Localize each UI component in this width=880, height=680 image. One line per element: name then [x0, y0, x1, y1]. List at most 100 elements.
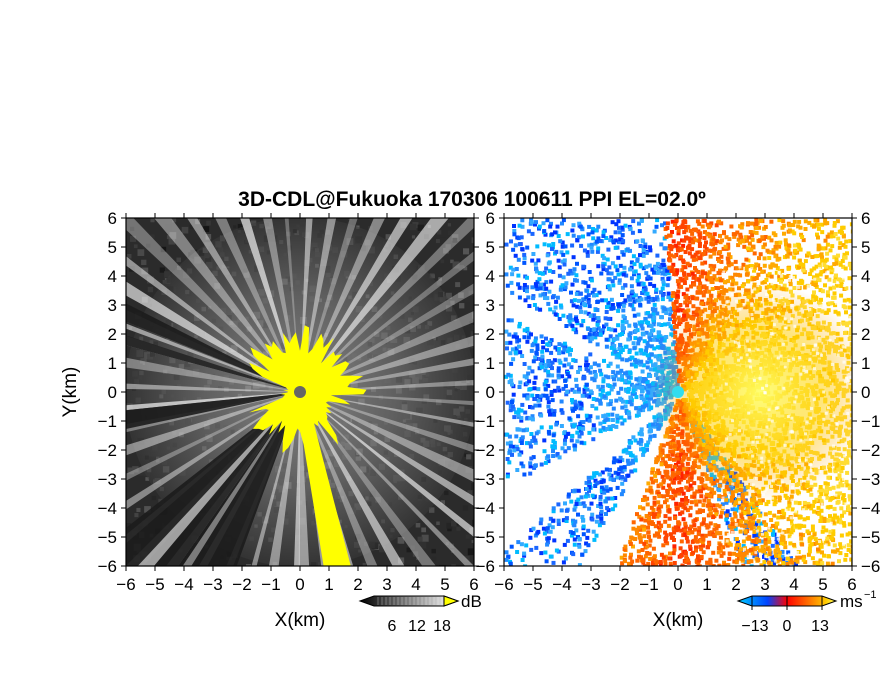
receding-pixel: [793, 512, 798, 517]
approaching-pixel: [550, 360, 555, 365]
receding-pixel: [638, 505, 642, 510]
figure-title: 3D-CDL@Fukuoka 170306 100611 PPI EL=02.0…: [238, 188, 706, 211]
approaching-pixel: [507, 460, 512, 465]
receding-pixel: [757, 225, 761, 230]
approaching-pixel: [642, 339, 647, 344]
approaching-pixel: [624, 447, 629, 452]
approaching-pixel: [571, 223, 576, 228]
receding-pixel: [789, 558, 794, 563]
receding-pixel: [842, 461, 847, 466]
approaching-pixel: [582, 335, 587, 340]
approaching-pixel: [520, 224, 525, 229]
approaching-pixel: [628, 395, 633, 400]
approaching-pixel: [594, 471, 599, 476]
receding-pixel: [816, 505, 821, 510]
approaching-pixel: [543, 232, 548, 237]
approaching-pixel: [553, 305, 558, 310]
approaching-pixel: [588, 313, 593, 318]
receding-pixel: [687, 251, 692, 256]
approaching-pixel: [626, 461, 631, 466]
approaching-pixel: [543, 296, 547, 300]
approaching-pixel: [743, 560, 748, 564]
approaching-pixel: [510, 347, 515, 352]
approaching-pixel: [570, 406, 575, 411]
approaching-pixel: [570, 387, 575, 392]
approaching-pixel: [789, 556, 793, 561]
approaching-pixel: [725, 521, 730, 526]
approaching-pixel: [542, 438, 547, 443]
approaching-pixel: [648, 337, 653, 342]
approaching-pixel: [590, 290, 595, 295]
approaching-pixel: [599, 480, 604, 485]
bright-ray: [137, 392, 300, 566]
approaching-pixel: [602, 394, 607, 399]
approaching-pixel: [644, 296, 649, 301]
approaching-pixel: [599, 511, 604, 516]
approaching-pixel: [625, 399, 630, 404]
approaching-pixel: [613, 245, 618, 250]
noise-speck: [136, 507, 141, 513]
noise-speck: [378, 545, 386, 553]
receding-pixel: [819, 246, 824, 251]
approaching-pixel: [641, 452, 646, 457]
receding-pixel: [634, 527, 639, 532]
x-tick-label: −4: [174, 575, 193, 594]
approaching-pixel: [574, 499, 579, 504]
approaching-pixel: [529, 332, 533, 337]
approaching-pixel: [581, 280, 586, 285]
receding-pixel: [704, 247, 709, 252]
approaching-pixel: [600, 298, 605, 303]
noise-speck: [206, 220, 211, 226]
approaching-pixel: [660, 297, 665, 302]
approaching-pixel: [598, 387, 603, 392]
receding-pixel: [703, 260, 708, 265]
approaching-pixel: [639, 427, 644, 432]
receding-pixel: [657, 534, 662, 539]
approaching-pixel: [627, 445, 632, 450]
approaching-pixel: [655, 337, 660, 342]
approaching-pixel: [730, 507, 735, 512]
approaching-pixel: [605, 417, 610, 422]
approaching-pixel: [539, 365, 544, 370]
approaching-pixel: [598, 501, 603, 506]
approaching-pixel: [595, 322, 600, 327]
approaching-pixel: [618, 350, 623, 355]
approaching-pixel: [544, 393, 549, 398]
approaching-pixel: [566, 431, 571, 436]
approaching-pixel: [587, 224, 592, 229]
approaching-pixel: [592, 287, 597, 292]
approaching-pixel: [636, 341, 641, 346]
receding-pixel: [825, 251, 830, 256]
noise-speck: [464, 453, 468, 457]
left-y-axis-label: Y(km): [60, 367, 81, 418]
approaching-pixel: [539, 413, 544, 418]
approaching-pixel: [526, 229, 531, 234]
receding-pixel: [652, 495, 657, 500]
receding-pixel: [698, 281, 703, 286]
receding-pixel: [832, 262, 837, 267]
approaching-pixel: [624, 378, 629, 383]
approaching-pixel: [542, 531, 547, 536]
noise-speck: [233, 225, 237, 229]
approaching-pixel: [508, 408, 513, 413]
receding-pixel: [841, 493, 846, 498]
approaching-pixel: [519, 441, 524, 445]
approaching-pixel: [610, 351, 615, 356]
receding-pixel: [850, 539, 852, 544]
receding-pixel: [847, 531, 852, 536]
receding-pixel: [771, 248, 776, 253]
receding-pixel: [787, 500, 792, 505]
bright-ray: [126, 392, 300, 411]
approaching-pixel: [640, 326, 645, 331]
approaching-pixel: [573, 488, 578, 493]
receding-pixel: [702, 219, 707, 223]
approaching-pixel: [655, 270, 660, 275]
approaching-pixel: [604, 236, 609, 240]
bright-ray: [153, 218, 300, 392]
approaching-pixel: [619, 492, 624, 497]
approaching-pixel: [587, 479, 592, 484]
approaching-pixel: [633, 336, 638, 341]
receding-pixel: [670, 265, 675, 270]
receding-pixel: [702, 236, 707, 240]
